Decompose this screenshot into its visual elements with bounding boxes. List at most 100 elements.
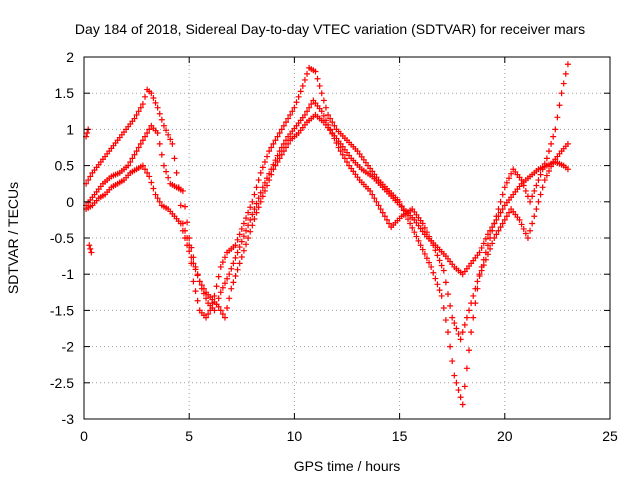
data-point	[139, 137, 146, 144]
data-point	[318, 108, 325, 115]
data-point	[468, 300, 475, 307]
data-point	[163, 127, 170, 134]
data-point	[139, 162, 146, 169]
data-point	[213, 283, 220, 290]
data-point	[249, 198, 256, 205]
data-point	[419, 246, 426, 253]
data-point	[196, 278, 203, 285]
data-point	[192, 288, 199, 295]
data-point	[531, 213, 538, 220]
data-point	[383, 216, 390, 223]
data-point	[560, 80, 567, 87]
data-point	[154, 130, 161, 137]
data-point	[179, 187, 186, 194]
data-point	[501, 216, 508, 223]
data-point	[434, 252, 441, 259]
data-point	[468, 329, 475, 336]
x-axis-label: GPS time / hours	[294, 458, 401, 474]
data-point	[148, 179, 155, 186]
data-point	[194, 272, 201, 279]
data-point	[457, 336, 464, 343]
data-point	[503, 179, 510, 186]
data-point	[548, 140, 555, 147]
data-point	[160, 122, 167, 129]
data-point	[215, 273, 222, 280]
data-point	[407, 220, 414, 227]
data-point	[144, 130, 151, 137]
data-point	[219, 284, 226, 291]
data-point	[236, 260, 243, 267]
data-point	[405, 216, 412, 223]
data-point	[436, 287, 443, 294]
data-point	[217, 307, 224, 314]
data-point	[455, 330, 462, 337]
data-point	[314, 75, 321, 82]
data-point	[444, 329, 451, 336]
data-point	[221, 280, 228, 287]
y-tick-label: 1.5	[55, 85, 75, 101]
data-point	[221, 314, 228, 321]
y-tick-label: -2.5	[50, 375, 74, 391]
data-point	[285, 115, 292, 122]
x-tick-label: 0	[80, 428, 88, 444]
data-point	[243, 241, 250, 248]
data-point	[409, 224, 416, 231]
data-point	[453, 325, 460, 332]
data-point	[426, 259, 433, 266]
data-point	[447, 343, 454, 350]
data-point	[482, 256, 489, 263]
data-point	[550, 133, 557, 140]
data-point	[238, 225, 245, 232]
data-point	[480, 262, 487, 269]
data-point	[84, 130, 91, 137]
data-point	[245, 209, 252, 216]
data-point	[251, 215, 258, 222]
data-point	[470, 292, 477, 299]
data-point	[432, 275, 439, 282]
data-point	[533, 206, 540, 213]
data-point	[287, 111, 294, 118]
data-point	[304, 70, 311, 77]
data-point	[554, 114, 561, 121]
data-point	[232, 254, 239, 261]
data-point	[495, 227, 502, 234]
data-point	[449, 314, 456, 321]
data-point	[539, 184, 546, 191]
data-point	[461, 321, 468, 328]
data-point	[430, 269, 437, 276]
data-point	[295, 93, 302, 100]
data-point	[529, 193, 536, 200]
data-point	[253, 209, 260, 216]
data-point	[297, 88, 304, 95]
data-point	[158, 151, 165, 158]
x-tick-label: 5	[185, 428, 193, 444]
data-point	[543, 172, 550, 179]
data-point	[188, 244, 195, 251]
data-point	[251, 206, 258, 213]
data-point	[203, 314, 210, 321]
data-point	[386, 220, 393, 227]
data-point	[421, 250, 428, 257]
data-point	[236, 244, 243, 251]
data-point	[320, 112, 327, 119]
data-point	[480, 240, 487, 247]
data-point	[184, 219, 191, 226]
data-point	[142, 93, 149, 100]
data-point	[381, 213, 388, 220]
data-point	[325, 111, 332, 118]
y-tick-label: -1.5	[50, 302, 74, 318]
data-point	[444, 291, 451, 298]
data-point	[232, 273, 239, 280]
data-point	[478, 267, 485, 274]
data-point	[247, 228, 254, 235]
data-point	[156, 140, 163, 147]
data-point	[88, 249, 95, 256]
data-point	[144, 169, 151, 176]
data-point	[369, 191, 376, 198]
data-point	[264, 182, 271, 189]
data-point	[304, 108, 311, 115]
data-point	[489, 224, 496, 231]
data-point	[224, 304, 231, 311]
plot-frame	[83, 56, 611, 420]
